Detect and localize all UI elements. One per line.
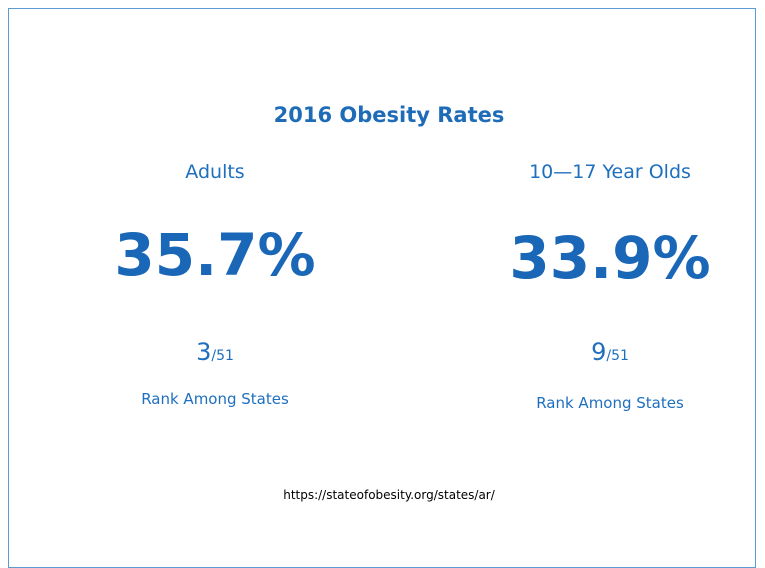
source-url: https://stateofobesity.org/states/ar/ bbox=[283, 488, 495, 502]
panel-label: Adults bbox=[185, 161, 245, 183]
rank-caption: Rank Among States bbox=[536, 394, 684, 412]
rank-number: 3 bbox=[196, 338, 212, 366]
panel-label: 10—17 Year Olds bbox=[529, 161, 691, 183]
panel-value: 35.7% bbox=[114, 221, 316, 289]
title: 2016 Obesity Rates bbox=[273, 103, 505, 127]
rank-total: /51 bbox=[211, 348, 234, 364]
rank-number: 9 bbox=[591, 338, 607, 366]
panel-value: 33.9% bbox=[509, 224, 711, 292]
rank: 9/51 bbox=[591, 338, 629, 366]
rank-total: /51 bbox=[606, 348, 629, 364]
rank-caption: Rank Among States bbox=[141, 390, 289, 408]
rank: 3/51 bbox=[196, 338, 234, 366]
